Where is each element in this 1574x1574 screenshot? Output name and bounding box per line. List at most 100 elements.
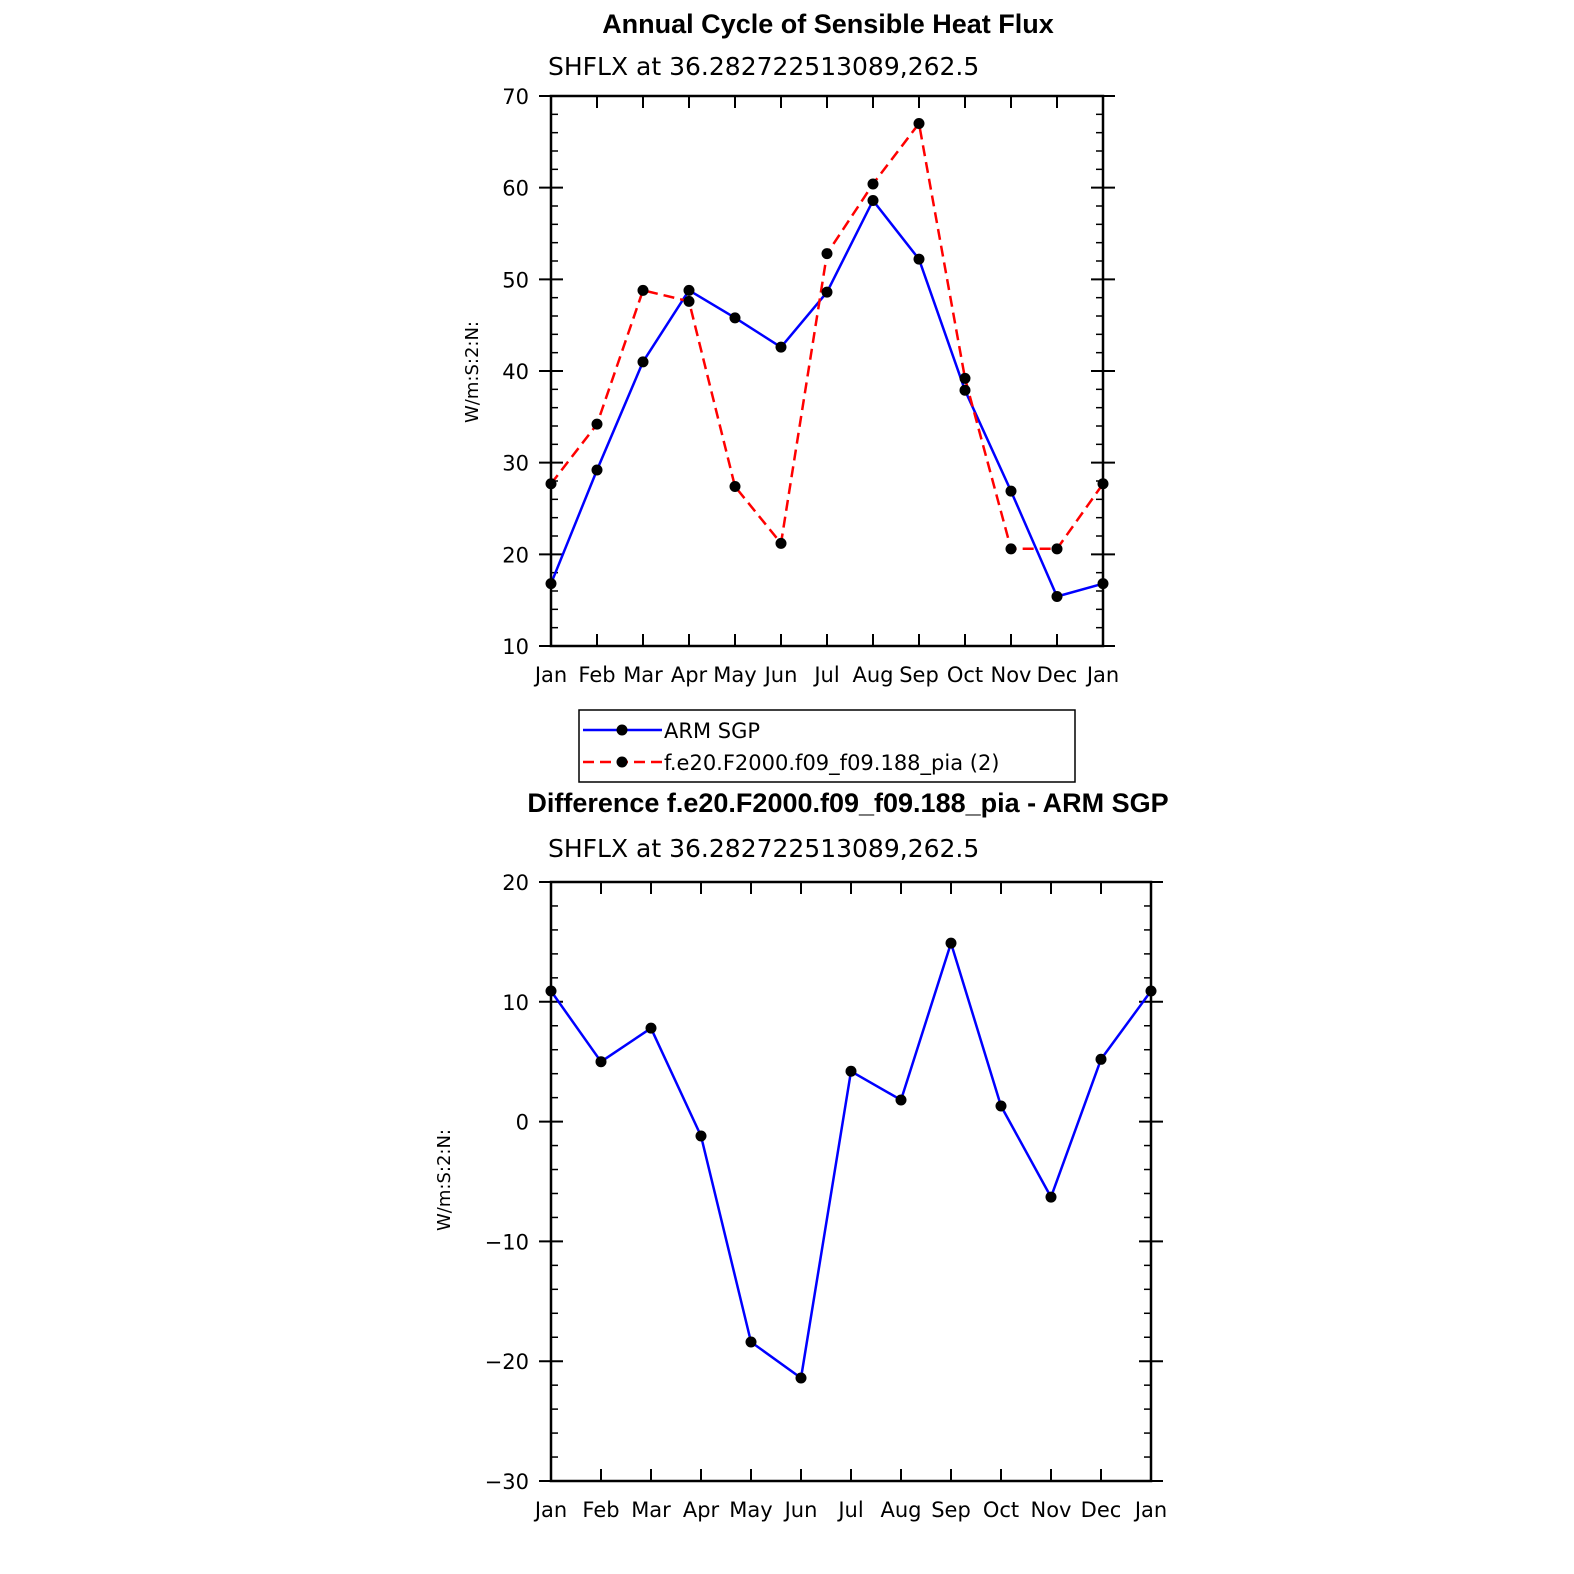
x-tick-label: Oct xyxy=(947,663,983,687)
series-layer xyxy=(545,118,1109,602)
y-tick-label: 60 xyxy=(502,177,529,201)
data-point-obs xyxy=(959,384,971,396)
chart-title: Difference f.e20.F2000.f09_f09.188_pia -… xyxy=(527,788,1168,818)
x-tick-label: May xyxy=(729,1498,772,1522)
data-point-obs xyxy=(895,1094,907,1106)
data-point-obs xyxy=(795,1372,807,1384)
legend-label-model: f.e20.F2000.f09_f09.188_pia (2) xyxy=(664,751,1000,776)
legend-marker-obs xyxy=(616,724,628,736)
data-point-obs xyxy=(637,356,649,368)
series-line-obs xyxy=(549,941,1153,1380)
x-tick-label: Aug xyxy=(852,663,893,687)
data-point-model xyxy=(591,418,603,430)
y-tick-labels: −30 −20 −10 0 10 20 xyxy=(485,871,529,1494)
data-point-obs xyxy=(695,1130,707,1142)
y-tick-labels: 10 20 30 40 50 60 70 xyxy=(502,85,529,659)
data-point-obs xyxy=(1005,485,1017,497)
legend-item-obs: ARM SGP xyxy=(583,719,760,743)
y-tick-label: −10 xyxy=(485,1230,529,1254)
plot-frame xyxy=(549,94,1105,648)
data-point-obs xyxy=(845,1065,857,1077)
data-point-obs xyxy=(945,937,957,949)
y-axis-label: W/m:S:2:N: xyxy=(434,1129,455,1231)
x-tick-label: Jul xyxy=(812,663,839,687)
data-point-obs xyxy=(595,1056,607,1068)
x-tick-label: Nov xyxy=(1031,1498,1072,1522)
series-line-obs xyxy=(549,199,1104,598)
data-point-obs xyxy=(1045,1191,1057,1203)
x-tick-label: Jan xyxy=(533,663,567,687)
data-point-obs xyxy=(745,1336,757,1348)
chart-subtitle: SHFLX at 36.282722513089,262.5 xyxy=(548,52,979,81)
legend-marker-model xyxy=(616,756,628,768)
y-tick-label: 20 xyxy=(502,543,529,567)
data-point-model xyxy=(683,295,695,307)
y-axis-label: W/m:S:2:N: xyxy=(462,321,483,423)
legend-label-obs: ARM SGP xyxy=(664,719,760,743)
series-line-model xyxy=(550,122,1105,551)
x-tick-label: Jan xyxy=(533,1498,567,1522)
y-tick-label: 20 xyxy=(502,871,529,895)
data-point-model xyxy=(867,178,879,190)
data-point-model xyxy=(775,537,787,549)
x-tick-label: Jan xyxy=(1133,1498,1167,1522)
series-layer xyxy=(545,937,1157,1384)
legend-item-model: f.e20.F2000.f09_f09.188_pia (2) xyxy=(583,751,1000,776)
y-tick-label: 10 xyxy=(502,635,529,659)
x-tick-label: Jul xyxy=(836,1498,863,1522)
data-point-obs xyxy=(591,464,603,476)
x-tick-label: Feb xyxy=(582,1498,619,1522)
chart-title: Annual Cycle of Sensible Heat Flux xyxy=(602,9,1054,39)
chart-subtitle: SHFLX at 36.282722513089,262.5 xyxy=(548,834,979,863)
x-tick-label: Apr xyxy=(671,663,708,687)
data-point-model xyxy=(1005,543,1017,555)
y-tick-label: 10 xyxy=(502,991,529,1015)
data-point-obs xyxy=(775,341,787,353)
y-tick-label: −20 xyxy=(485,1350,529,1374)
x-tick-label: Sep xyxy=(899,663,939,687)
x-tick-label: Nov xyxy=(991,663,1032,687)
data-point-obs xyxy=(913,253,925,265)
axis-ticks xyxy=(539,95,1115,647)
data-point-obs xyxy=(645,1022,657,1034)
data-point-obs xyxy=(995,1100,1007,1112)
data-point-obs xyxy=(821,286,833,298)
data-point-model xyxy=(821,248,833,260)
data-point-model xyxy=(959,372,971,384)
axis-ticks xyxy=(539,881,1163,1482)
x-tick-label: Sep xyxy=(931,1498,971,1522)
data-point-obs xyxy=(729,312,741,324)
x-tick-label: Jun xyxy=(763,663,798,687)
y-tick-label: 40 xyxy=(502,360,529,384)
data-point-model xyxy=(1051,543,1063,555)
x-tick-label: Aug xyxy=(880,1498,921,1522)
data-point-obs xyxy=(683,284,695,296)
y-tick-label: 70 xyxy=(502,85,529,109)
data-point-model xyxy=(637,284,649,296)
x-tick-label: Oct xyxy=(983,1498,1019,1522)
y-tick-label: 0 xyxy=(516,1111,529,1135)
legend-box xyxy=(578,709,1076,783)
x-tick-label: Jun xyxy=(783,1498,818,1522)
annual-cycle-chart: Annual Cycle of Sensible Heat Flux SHFLX… xyxy=(462,9,1119,783)
y-tick-label: −30 xyxy=(485,1470,529,1494)
data-point-model xyxy=(729,481,741,492)
x-tick-label: Dec xyxy=(1037,663,1078,687)
x-tick-label: Dec xyxy=(1081,1498,1122,1522)
x-tick-labels: Jan Feb Mar Apr May Jun Jul Aug Sep Oct Nov Dec Jan xyxy=(533,663,1119,687)
data-point-obs xyxy=(1051,591,1063,602)
x-tick-labels: Jan Feb Mar Apr May Jun Jul Aug Sep Oct Nov Dec Jan xyxy=(533,1498,1167,1522)
data-point-obs xyxy=(1095,1053,1107,1065)
y-tick-label: 50 xyxy=(502,268,529,292)
legend: ARM SGP f.e20.F2000.f09_f09.188_pia (2) xyxy=(578,709,1076,783)
data-point-model xyxy=(913,118,925,129)
x-tick-label: Apr xyxy=(683,1498,720,1522)
x-tick-label: Jan xyxy=(1085,663,1119,687)
x-tick-label: Feb xyxy=(578,663,615,687)
y-tick-label: 30 xyxy=(502,452,529,476)
x-tick-label: Mar xyxy=(631,1498,671,1522)
x-tick-label: May xyxy=(713,663,756,687)
plot-frame xyxy=(549,880,1153,1483)
data-point-obs xyxy=(867,195,879,206)
